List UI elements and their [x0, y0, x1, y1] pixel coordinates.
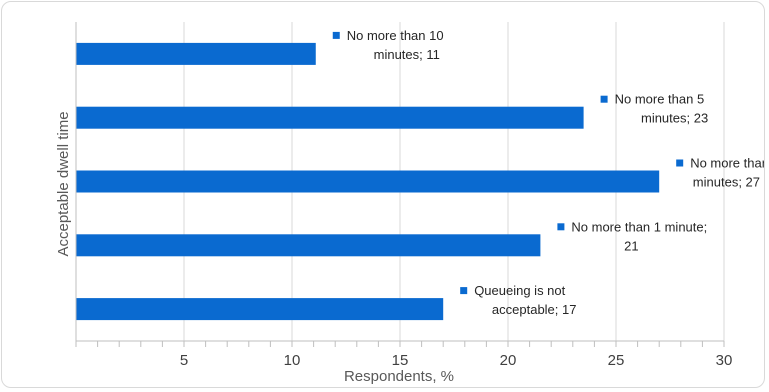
- data-label: No more than 1 minute;: [571, 219, 707, 234]
- bar: [76, 42, 316, 65]
- x-tick-label: 25: [608, 352, 625, 369]
- data-label: Queueing is not: [474, 283, 565, 298]
- x-axis: 5 10 15 20 25 30: [75, 22, 733, 369]
- y-axis-title: Acceptable dwell time: [55, 111, 72, 256]
- bar: [76, 234, 541, 257]
- data-label-key: [676, 159, 684, 167]
- bar: [76, 170, 660, 193]
- data-labels: No more than 10 minutes; 11 No more than 5…: [332, 28, 765, 317]
- x-tick-label: 15: [392, 352, 409, 369]
- data-label: 21: [624, 238, 638, 253]
- data-label-key: [460, 287, 468, 295]
- x-tick-label: 5: [180, 352, 188, 369]
- data-label-key: [332, 31, 340, 39]
- data-label: acceptable; 17: [492, 302, 577, 317]
- x-tick-label: 10: [284, 352, 301, 369]
- x-axis-title: Respondents, %: [344, 368, 454, 385]
- data-label: minutes; 23: [641, 111, 708, 126]
- bar: [76, 298, 444, 321]
- data-label: minutes; 11: [374, 47, 440, 62]
- data-label: No more than 5: [615, 92, 705, 107]
- x-tick-label: 30: [716, 352, 733, 369]
- data-label: No more than 10: [347, 28, 444, 43]
- bars: [76, 42, 660, 321]
- x-tick-label: 20: [500, 352, 517, 369]
- data-label-key: [557, 223, 565, 231]
- data-label: No more than: [690, 156, 765, 171]
- data-label-key: [600, 95, 608, 103]
- bar: [76, 106, 584, 129]
- data-label: minutes; 27: [693, 175, 760, 190]
